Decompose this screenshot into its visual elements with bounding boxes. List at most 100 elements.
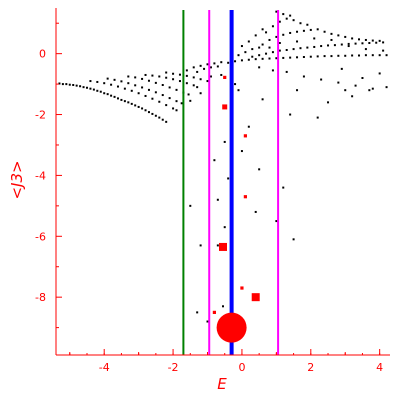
data-point — [158, 75, 161, 78]
data-point — [151, 74, 154, 77]
x-tick-label: 0 — [238, 361, 245, 374]
data-point — [110, 83, 113, 86]
data-point — [199, 78, 202, 81]
data-point — [378, 39, 381, 42]
data-point — [196, 86, 199, 89]
data-point — [237, 54, 240, 57]
data-point — [168, 86, 171, 89]
data-point — [327, 101, 330, 104]
data-point — [306, 23, 309, 26]
data-point — [199, 92, 202, 95]
data-point — [337, 34, 340, 37]
data-point — [113, 78, 116, 81]
data-point — [154, 114, 157, 117]
data-point — [103, 92, 106, 95]
data-point — [244, 51, 247, 54]
data-point — [271, 25, 274, 28]
highlight-marker — [240, 286, 244, 290]
data-point — [227, 177, 230, 180]
data-point — [261, 43, 264, 46]
data-point — [165, 71, 168, 74]
data-point — [330, 38, 333, 41]
data-point — [247, 125, 250, 128]
highlight-marker — [219, 242, 227, 251]
data-point — [234, 83, 237, 86]
data-point — [110, 94, 113, 97]
data-point — [127, 75, 130, 78]
data-point — [175, 109, 178, 112]
data-point — [216, 198, 219, 201]
data-point — [234, 60, 237, 63]
data-point — [364, 48, 367, 51]
data-point — [147, 79, 150, 82]
data-point — [79, 85, 82, 88]
data-point — [271, 51, 274, 54]
data-point — [254, 34, 257, 37]
data-point — [378, 72, 381, 75]
data-point — [385, 86, 388, 89]
data-point — [141, 107, 144, 110]
data-point — [289, 14, 292, 17]
data-point — [240, 59, 243, 62]
data-point — [371, 54, 374, 57]
data-point — [209, 66, 212, 69]
data-point — [361, 42, 364, 45]
data-point — [240, 45, 243, 48]
data-point — [123, 87, 126, 90]
data-point — [96, 89, 99, 92]
data-point — [337, 81, 340, 84]
data-point — [258, 46, 261, 49]
data-point — [144, 109, 147, 112]
x-tick-label: -2 — [168, 361, 179, 374]
data-point — [275, 57, 278, 60]
data-point — [261, 28, 264, 31]
data-point — [340, 43, 343, 46]
data-point — [223, 226, 226, 229]
data-point — [265, 52, 268, 55]
data-point — [209, 75, 212, 78]
data-point — [371, 87, 374, 90]
data-point — [216, 65, 219, 68]
data-point — [368, 42, 371, 45]
data-point — [382, 49, 385, 52]
data-point — [172, 78, 175, 81]
data-point — [168, 97, 171, 100]
data-point — [302, 75, 305, 78]
data-point — [344, 35, 347, 38]
data-point — [299, 22, 302, 25]
axes-layer: -4 -2 0 2 4 0 -2 -4 -6 -8 — [35, 8, 390, 374]
data-point — [265, 31, 268, 34]
data-point — [258, 66, 261, 69]
data-point — [258, 168, 261, 171]
data-point — [292, 48, 295, 51]
data-point — [134, 104, 137, 107]
data-point — [278, 49, 281, 52]
data-point — [196, 311, 199, 314]
data-point — [82, 86, 85, 89]
data-point — [302, 56, 305, 59]
data-point — [361, 77, 364, 80]
data-point — [330, 55, 333, 58]
data-point — [344, 54, 347, 57]
data-point — [75, 84, 78, 87]
data-point — [175, 88, 178, 91]
data-point — [199, 64, 202, 67]
data-point — [154, 81, 157, 84]
data-point — [192, 84, 195, 87]
data-point — [89, 80, 92, 83]
data-point — [127, 101, 130, 104]
y-tick-label: -6 — [35, 230, 46, 243]
data-point — [351, 37, 354, 40]
data-point — [354, 84, 357, 87]
data-point — [309, 55, 312, 58]
data-point — [378, 54, 381, 57]
data-point — [151, 97, 154, 100]
data-point — [278, 42, 281, 45]
data-point — [134, 84, 137, 87]
data-point — [368, 89, 371, 92]
data-point — [371, 39, 374, 42]
x-tick-label: -4 — [99, 361, 110, 374]
highlight-marker — [243, 134, 247, 138]
data-point — [161, 84, 164, 87]
